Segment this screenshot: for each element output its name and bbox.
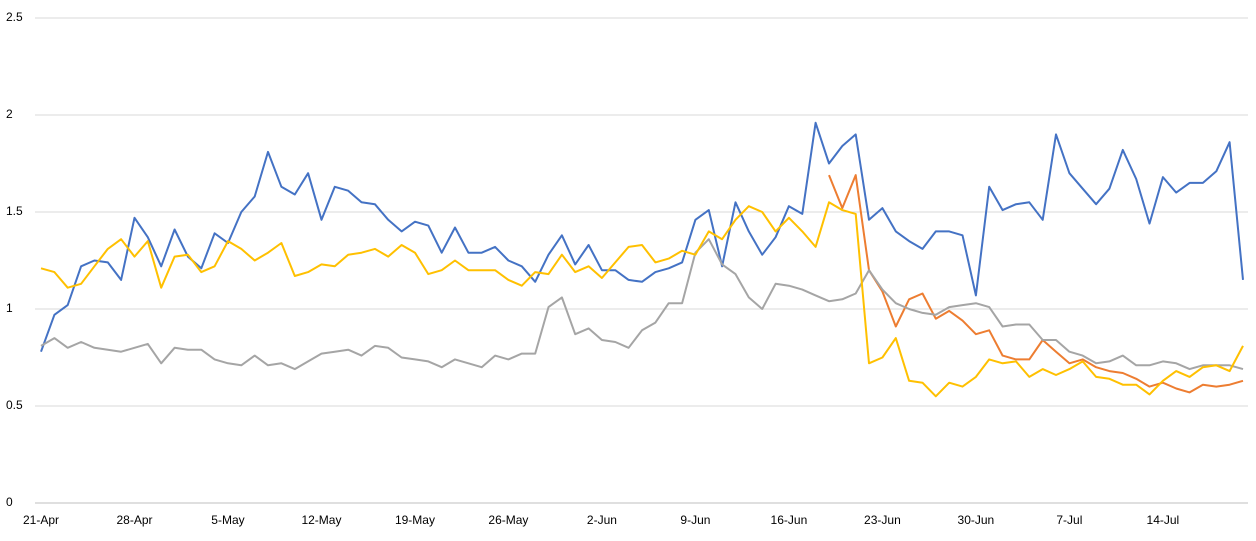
- x-tick-label: 5-May: [211, 513, 244, 527]
- x-tick-label: 19-May: [395, 513, 435, 527]
- x-tick-label: 23-Jun: [864, 513, 901, 527]
- x-tick-label: 12-May: [301, 513, 341, 527]
- series-line: [40, 201, 1244, 398]
- x-tick-label: 28-Apr: [116, 513, 152, 527]
- x-tick-label: 21-Apr: [23, 513, 59, 527]
- y-tick-label: 1: [6, 301, 13, 315]
- y-tick-label: 1.5: [6, 204, 23, 218]
- series-line: [828, 174, 1244, 394]
- x-tick-label: 16-Jun: [771, 513, 808, 527]
- y-tick-label: 2: [6, 107, 13, 121]
- x-tick-label: 2-Jun: [587, 513, 617, 527]
- x-tick-label: 26-May: [488, 513, 528, 527]
- x-tick-label: 30-Jun: [958, 513, 995, 527]
- x-tick-label: 9-Jun: [680, 513, 710, 527]
- x-tick-label: 14-Jul: [1147, 513, 1180, 527]
- y-tick-label: 2.5: [6, 10, 23, 24]
- series-line: [40, 238, 1244, 371]
- series-line: [40, 121, 1244, 353]
- x-tick-label: 7-Jul: [1056, 513, 1082, 527]
- y-tick-label: 0: [6, 495, 13, 509]
- y-tick-label: 0.5: [6, 398, 23, 412]
